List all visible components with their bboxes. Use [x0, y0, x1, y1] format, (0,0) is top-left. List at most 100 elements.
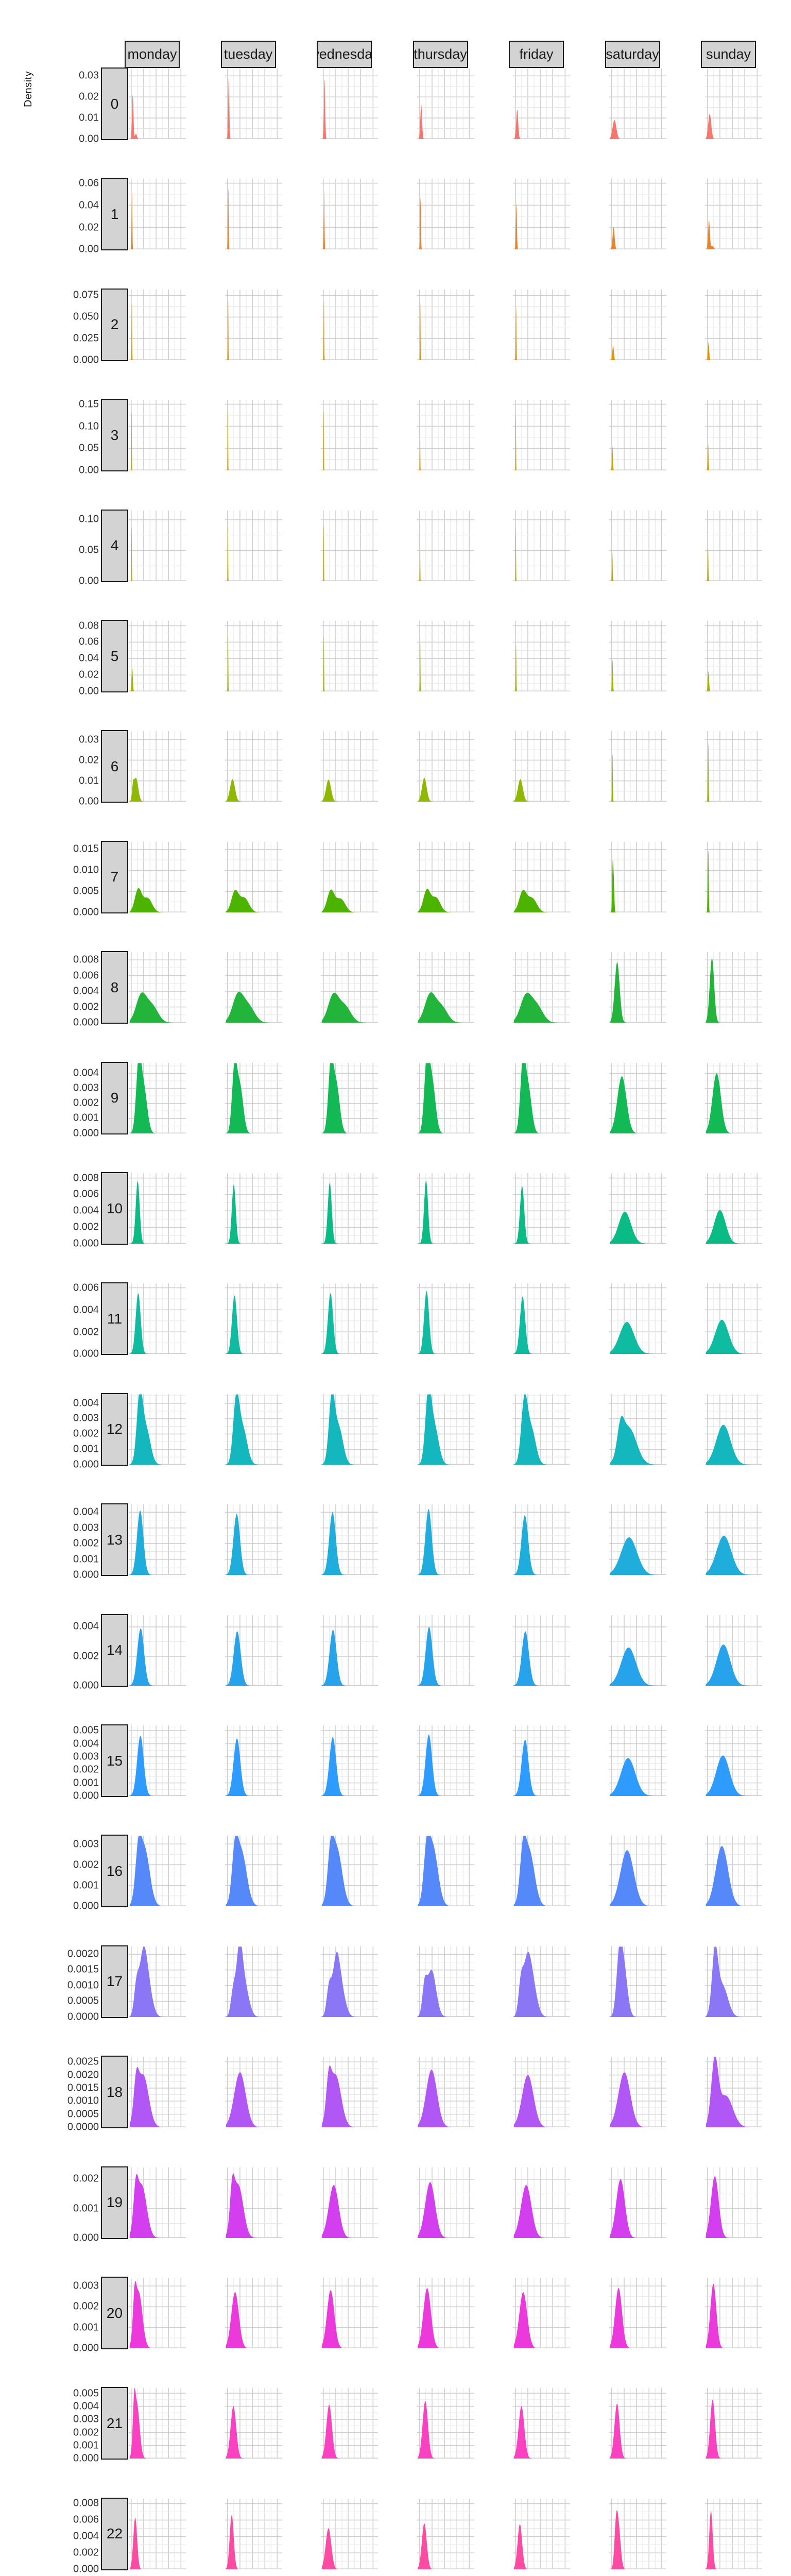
density-panel-h3-friday	[513, 400, 570, 471]
density-panel-h16-friday	[513, 1836, 570, 1907]
density-area	[513, 1063, 570, 1133]
density-area	[610, 859, 666, 912]
y-tick-label: 0.00	[79, 575, 99, 587]
density-area	[226, 1063, 282, 1133]
density-panel-h12-tuesday	[225, 1394, 282, 1465]
density-panel-h0-thursday	[417, 69, 474, 139]
density-area	[129, 1946, 186, 2017]
y-tick-label: 0.08	[79, 620, 99, 632]
density-panel-h5-sunday	[705, 621, 762, 691]
y-axis-title: Density	[23, 71, 34, 108]
density-area	[226, 2072, 282, 2128]
density-area	[226, 1631, 282, 1686]
density-area	[129, 2174, 186, 2238]
day-strip-sunday: sunday	[701, 41, 756, 68]
density-panel-h21-saturday	[609, 2388, 666, 2459]
density-panel-h3-thursday	[417, 400, 474, 471]
y-tick-label: 0.04	[79, 652, 99, 664]
density-panel-h3-sunday	[705, 400, 762, 471]
density-panel-h15-wednesday	[321, 1725, 378, 1796]
density-panel-h22-saturday	[609, 2498, 666, 2569]
density-area	[513, 779, 570, 802]
density-panel-h10-friday	[513, 1173, 570, 1244]
density-panel-h13-saturday	[609, 1504, 666, 1575]
y-tick-label: 0.000	[73, 354, 99, 366]
density-panel-h14-saturday	[609, 1615, 666, 1686]
y-tick-label: 0.004	[73, 1506, 99, 1518]
density-area	[610, 553, 666, 581]
density-panel-h22-sunday	[705, 2498, 762, 2569]
density-panel-h15-thursday	[417, 1725, 474, 1796]
density-panel-h4-wednesday	[321, 510, 378, 581]
y-tick-label: 0.0020	[67, 2069, 99, 2081]
density-panel-h7-wednesday	[321, 841, 378, 912]
y-tick-label: 0.002	[73, 2301, 99, 2313]
density-area	[610, 2072, 666, 2128]
density-area	[706, 1073, 762, 1133]
density-area	[418, 2288, 474, 2348]
density-panel-h9-friday	[513, 1062, 570, 1133]
density-area	[321, 2405, 378, 2459]
density-area	[610, 660, 666, 691]
y-tick-label: 0.000	[73, 1790, 99, 1802]
density-panel-h2-tuesday	[225, 289, 282, 360]
density-panel-h14-wednesday	[321, 1615, 378, 1686]
density-panel-h11-thursday	[417, 1283, 474, 1354]
density-panel-h0-wednesday	[321, 69, 378, 139]
density-panel-h20-monday	[129, 2278, 186, 2348]
density-panel-h5-monday	[129, 621, 186, 691]
density-panel-h6-sunday	[705, 731, 762, 802]
density-panel-h13-thursday	[417, 1504, 474, 1575]
density-panel-h0-tuesday	[225, 69, 282, 139]
y-tick-label: 0.15	[79, 398, 99, 410]
y-tick-label: 0.02	[79, 669, 99, 681]
density-area	[610, 2510, 666, 2569]
y-tick-label: 0.000	[73, 1016, 99, 1028]
density-area	[129, 1628, 186, 1686]
density-panel-h10-saturday	[609, 1173, 666, 1244]
y-tick-label: 0.003	[73, 1082, 99, 1094]
y-tick-label: 0.003	[73, 1751, 99, 1762]
day-strip-thursday: thursday	[412, 41, 468, 68]
y-tick-label: 0.0010	[67, 1979, 99, 1991]
hour-strip-5: 5	[101, 620, 128, 692]
density-panel-h16-wednesday	[321, 1836, 378, 1907]
density-panel-h4-sunday	[705, 510, 762, 581]
density-panel-h10-tuesday	[225, 1173, 282, 1244]
density-area	[129, 95, 186, 139]
density-area	[706, 2284, 762, 2348]
density-panel-h19-monday	[129, 2167, 186, 2238]
density-area	[513, 2524, 570, 2569]
y-tick-label: 0.050	[73, 311, 99, 323]
y-tick-label: 0.004	[73, 2530, 99, 2542]
y-tick-label: 0.03	[79, 734, 99, 745]
density-area	[418, 301, 474, 360]
y-tick-label: 0.10	[79, 514, 99, 526]
density-panel-h13-wednesday	[321, 1504, 378, 1575]
density-area	[321, 2290, 378, 2348]
y-tick-label: 0.001	[73, 1777, 99, 1789]
y-tick-label: 0.000	[73, 1900, 99, 1912]
y-tick-label: 0.006	[73, 1189, 99, 1200]
density-panel-h7-saturday	[609, 841, 666, 912]
density-area	[706, 671, 762, 691]
density-panel-h18-thursday	[417, 2057, 474, 2128]
density-panel-h10-sunday	[705, 1173, 762, 1244]
density-panel-h2-sunday	[705, 289, 762, 360]
density-panel-h8-wednesday	[321, 952, 378, 1023]
hour-strip-12: 12	[101, 1393, 128, 1466]
density-panel-h0-sunday	[705, 69, 762, 139]
density-area	[129, 2388, 186, 2459]
density-panel-h8-sunday	[705, 952, 762, 1023]
density-panel-h15-tuesday	[225, 1725, 282, 1796]
density-panel-h18-sunday	[705, 2057, 762, 2128]
density-area	[610, 753, 666, 802]
density-panel-h19-thursday	[417, 2167, 474, 2238]
density-area	[226, 992, 282, 1023]
density-panel-h2-thursday	[417, 289, 474, 360]
density-area	[129, 1836, 186, 1907]
density-panel-h3-tuesday	[225, 400, 282, 471]
y-tick-label: 0.0025	[67, 2056, 99, 2067]
density-panel-h19-friday	[513, 2167, 570, 2238]
density-area	[513, 110, 570, 139]
